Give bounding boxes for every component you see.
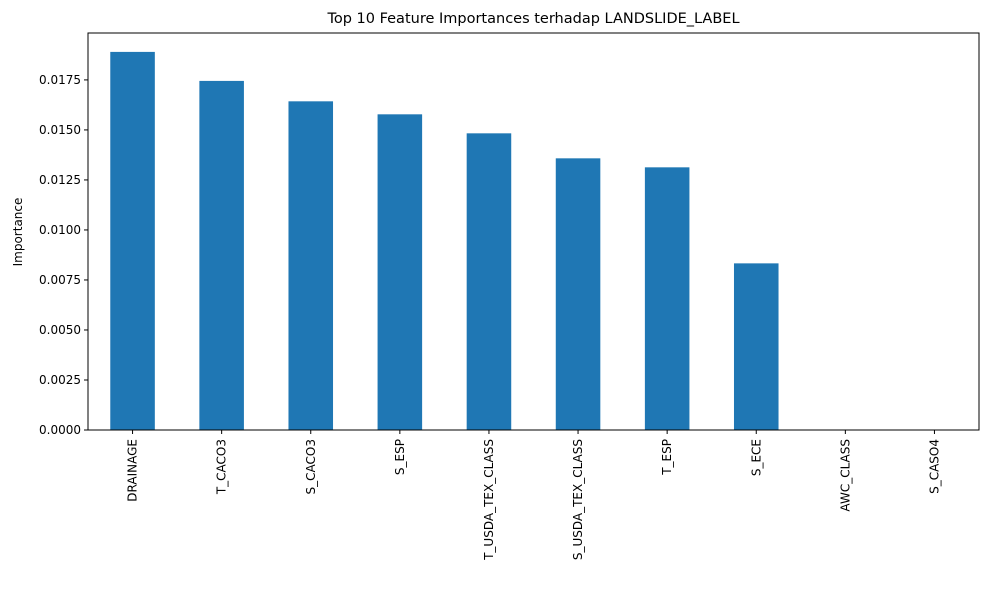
bar-t-caco3 [199,80,244,430]
x-tick-label: AWC_CLASS [838,439,852,512]
bar-drainage [110,51,155,431]
x-axis: DRAINAGE T_CACO3 S_CACO3 S_ESP T_USDA_TEX_CL… [126,430,941,561]
x-tick-label: S_CACO3 [304,439,318,494]
bars-group [110,51,779,431]
y-tick-label: 0.0150 [39,123,81,137]
bar-s-caco3 [288,101,334,430]
x-tick-label: T_CACO3 [215,439,229,495]
y-axis-label: Importance [11,198,25,267]
bar-s-usda-tex-class [555,158,601,430]
y-tick-label: 0.0125 [39,173,81,187]
x-tick-label: S_USDA_TEX_CLASS [571,439,585,560]
x-tick-label: T_ESP [660,439,674,476]
bar-s-ece [733,263,779,430]
y-axis: 0.0000 0.0025 0.0050 0.0075 0.0100 0.0125 0.01… [39,73,88,437]
y-tick-label: 0.0025 [39,373,81,387]
y-tick-label: 0.0175 [39,73,81,87]
y-tick-label: 0.0000 [39,423,81,437]
x-tick-label: S_CASO4 [927,439,941,494]
chart-title: Top 10 Feature Importances terhadap LAND… [326,11,739,27]
bar-s-esp [377,114,423,430]
x-tick-label: S_ECE [749,439,763,476]
x-tick-label: S_ESP [393,439,407,475]
plot-frame [87,32,980,431]
bar-t-usda-tex-class [466,133,512,430]
y-tick-label: 0.0050 [39,323,81,337]
bar-t-esp [644,167,690,430]
x-tick-label: DRAINAGE [126,439,140,502]
y-tick-label: 0.0100 [39,223,81,237]
y-tick-label: 0.0075 [39,273,81,287]
x-tick-label: T_USDA_TEX_CLASS [482,439,496,561]
